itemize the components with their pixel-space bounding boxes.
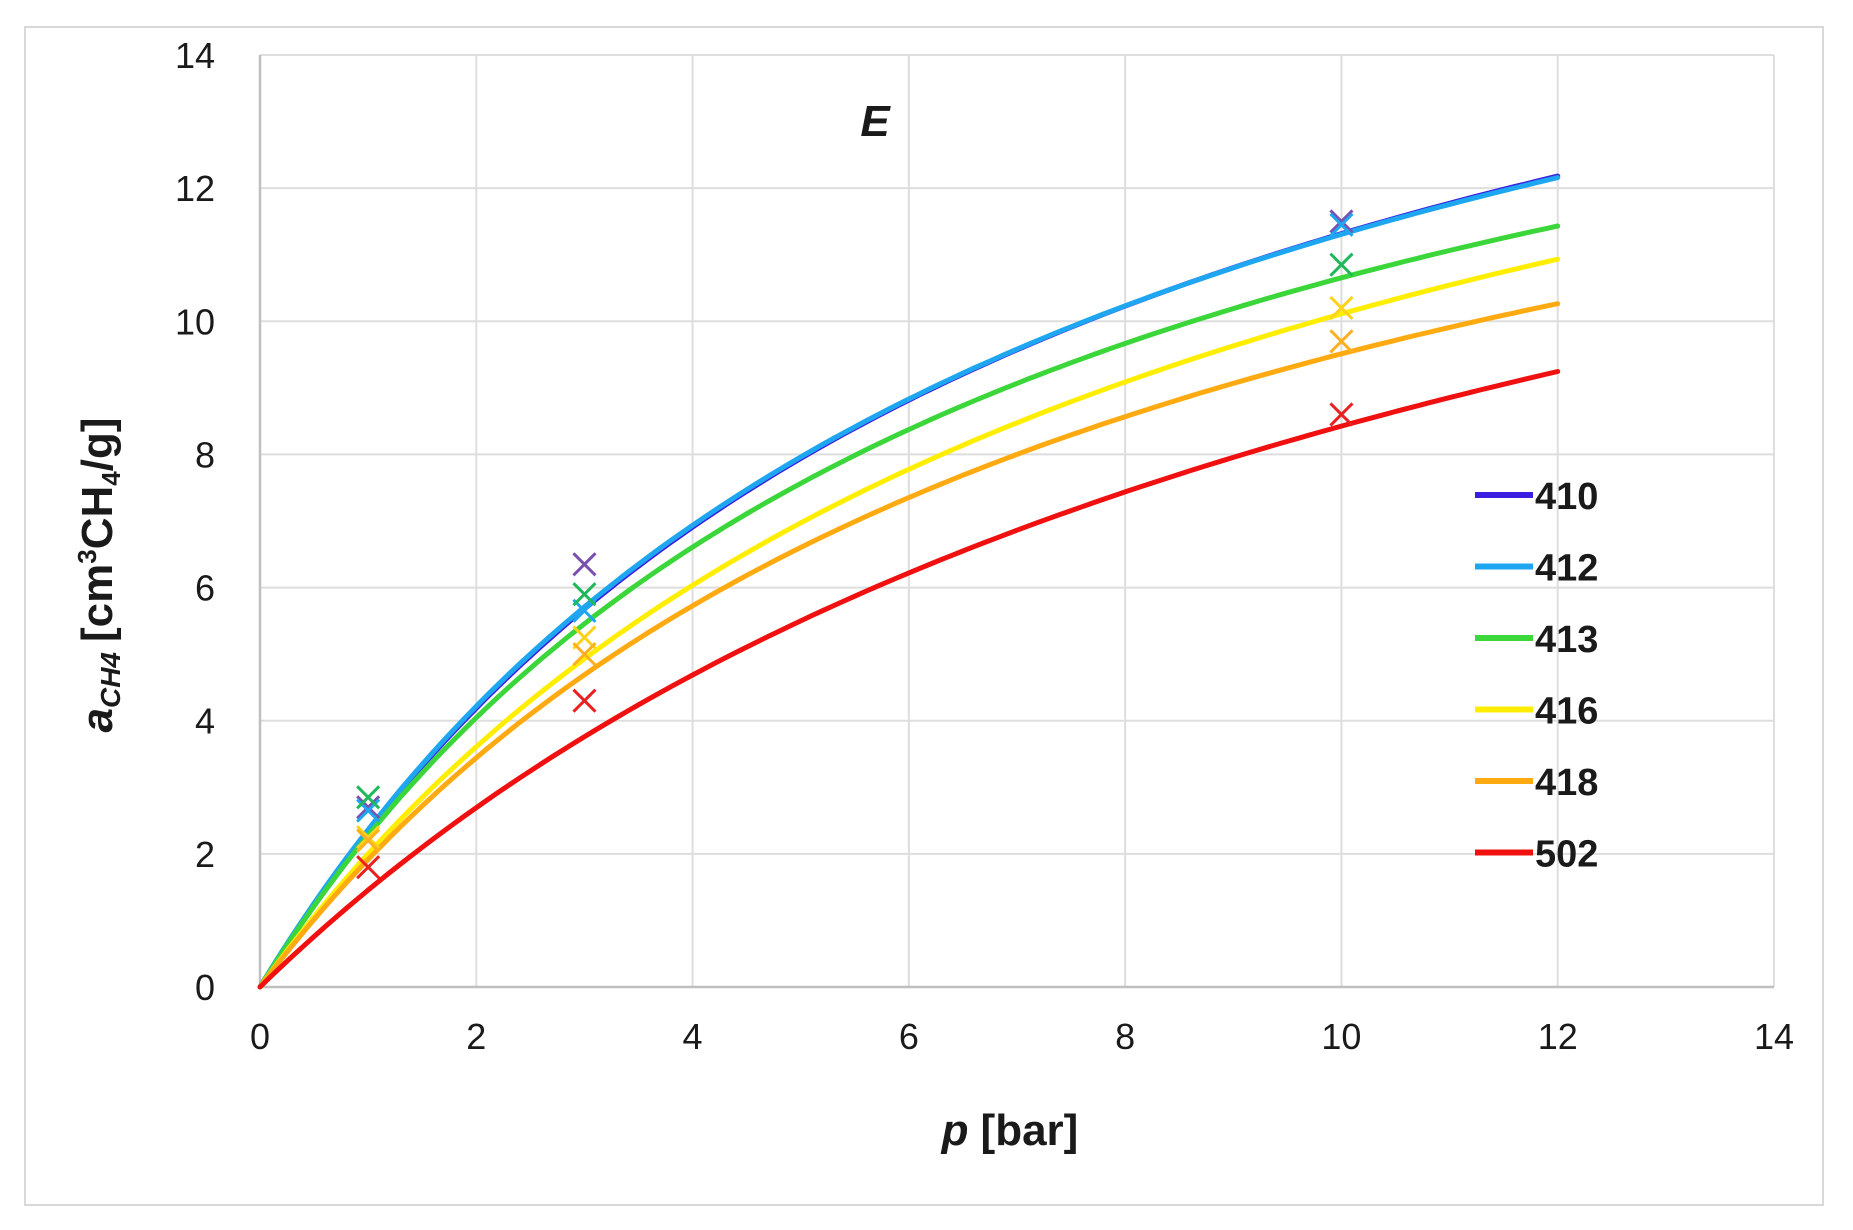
y-tick-label: 10 <box>175 301 215 342</box>
y-tick-label: 6 <box>195 568 215 609</box>
y-tick-label: 0 <box>195 967 215 1008</box>
legend-item-410: 410 <box>1475 476 1598 518</box>
legend-label: 412 <box>1535 548 1598 590</box>
marker-416 <box>356 825 381 850</box>
fit-curve-412 <box>257 175 1561 990</box>
y-axis-unit-pre: [cm <box>73 564 122 642</box>
y-axis-unit-post: /g] <box>73 417 122 471</box>
fit-curve-502 <box>257 369 1561 990</box>
legend-item-413: 413 <box>1475 619 1598 661</box>
tick-labels: 0 2 4 6 8 10 12 14 0 2 4 6 8 10 12 14 <box>175 35 1794 1057</box>
legend-label: 410 <box>1535 476 1598 518</box>
legend-item-412: 412 <box>1475 548 1598 590</box>
y-axis-sup: 3 <box>72 549 102 563</box>
marker-413 <box>1329 252 1354 277</box>
marker-502 <box>356 855 381 880</box>
marker-413 <box>572 582 597 607</box>
fit-curves <box>257 173 1561 990</box>
y-tick-label: 8 <box>195 434 215 475</box>
marker-410 <box>1329 209 1354 234</box>
legend-label: 502 <box>1535 834 1598 876</box>
marker-502 <box>572 688 597 713</box>
marker-413 <box>356 785 381 810</box>
x-tick-label: 2 <box>466 1016 486 1057</box>
marker-418 <box>572 642 597 667</box>
legend-label: 416 <box>1535 691 1598 733</box>
x-tick-label: 0 <box>250 1016 270 1057</box>
legend-label: 418 <box>1535 762 1598 804</box>
legend: 410 412 413 416 418 502 <box>1475 476 1598 876</box>
fit-curve-418 <box>257 301 1561 990</box>
x-axis-unit: [bar] <box>981 1106 1079 1155</box>
y-tick-label: 12 <box>175 168 215 209</box>
y-axis-var: a <box>73 708 122 732</box>
fit-curve-416 <box>257 256 1561 990</box>
marker-412 <box>1329 212 1354 237</box>
marker-416 <box>1329 295 1354 321</box>
x-tick-label: 12 <box>1538 1016 1578 1057</box>
legend-label: 413 <box>1535 619 1598 661</box>
x-tick-label: 14 <box>1754 1016 1794 1057</box>
y-axis-sub2: 4 <box>96 471 126 486</box>
y-tick-label: 14 <box>175 35 215 76</box>
legend-item-418: 418 <box>1475 762 1598 804</box>
marker-502 <box>1329 402 1354 427</box>
x-tick-label: 4 <box>683 1016 703 1057</box>
y-axis-sub: CH4 <box>95 652 126 708</box>
x-axis-var: p <box>941 1106 969 1155</box>
x-axis-title: p [bar] <box>941 1106 1079 1155</box>
marker-410 <box>356 795 381 820</box>
x-tick-label: 10 <box>1321 1016 1361 1057</box>
y-axis-unit-mid: CH <box>73 486 122 550</box>
legend-item-416: 416 <box>1475 691 1598 733</box>
fit-curve-413 <box>257 223 1561 990</box>
y-tick-label: 4 <box>195 701 215 742</box>
y-tick-label: 2 <box>195 834 215 875</box>
marker-418 <box>1329 329 1354 354</box>
chart-frame <box>24 26 1824 1206</box>
x-tick-label: 8 <box>1115 1016 1135 1057</box>
x-tick-label: 6 <box>899 1016 919 1057</box>
legend-item-502: 502 <box>1475 834 1598 876</box>
marker-418 <box>356 828 381 853</box>
panel-label: E <box>860 97 891 146</box>
marker-410 <box>572 552 597 577</box>
axes <box>258 55 1774 989</box>
y-axis-title: aCH4[cm3CH4/g] <box>72 417 126 732</box>
data-markers <box>356 209 1354 880</box>
